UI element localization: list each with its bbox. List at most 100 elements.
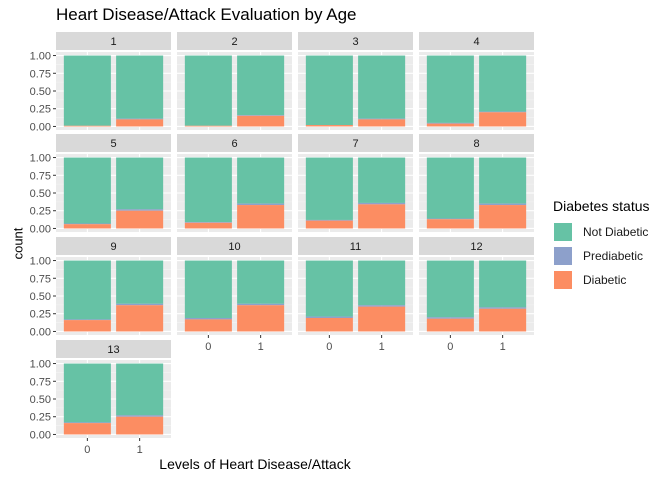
legend-label-prediabetic: Prediabetic	[583, 249, 644, 263]
legend-item-prediabetic: Prediabetic	[553, 244, 650, 268]
facet-strip	[56, 340, 171, 358]
y-tick-label: 1.00	[30, 153, 51, 165]
bar-not-diabetic	[63, 260, 111, 320]
bar-prediabetic	[184, 317, 232, 320]
facet-label: 7	[352, 138, 358, 150]
bar-diabetic	[426, 318, 474, 332]
bar-diabetic	[116, 416, 164, 435]
x-tick-label: 0	[84, 444, 90, 456]
facet-label: 13	[107, 344, 119, 356]
bar-diabetic	[184, 222, 232, 229]
facet-strip	[298, 32, 413, 50]
bar-prediabetic	[358, 305, 406, 307]
legend-key-not-diabetic	[553, 222, 573, 242]
bar-not-diabetic	[426, 55, 474, 123]
legend: Diabetes status Not Diabetic Prediabetic…	[553, 198, 650, 292]
x-tick-label: 0	[326, 341, 332, 353]
bar-not-diabetic	[426, 260, 474, 318]
bar-prediabetic	[63, 422, 111, 424]
facet-label: 5	[110, 138, 116, 150]
bar-diabetic	[63, 423, 111, 435]
bar-diabetic	[116, 210, 164, 229]
bar-not-diabetic	[358, 55, 406, 119]
facet-label: 1	[110, 36, 116, 48]
bar-not-diabetic	[479, 157, 527, 204]
bar-diabetic	[358, 119, 406, 127]
y-tick-label: 0.25	[30, 309, 51, 321]
y-tick-label: 0.00	[30, 429, 51, 441]
bar-prediabetic	[237, 303, 285, 306]
bar-not-diabetic	[479, 260, 527, 308]
x-tick-label: 1	[137, 444, 143, 456]
y-tick-label: 0.00	[30, 223, 51, 235]
bar-prediabetic	[479, 307, 527, 309]
bar-prediabetic	[116, 303, 164, 306]
facet-label: 3	[352, 36, 358, 48]
bar-not-diabetic	[116, 157, 164, 210]
bar-prediabetic	[184, 222, 232, 223]
facet-strip	[419, 32, 534, 50]
bar-not-diabetic	[184, 260, 232, 318]
bar-not-diabetic	[237, 55, 285, 116]
bar-not-diabetic	[184, 55, 232, 126]
bar-prediabetic	[479, 111, 527, 113]
bar-prediabetic	[237, 203, 285, 206]
facet-label: 10	[228, 241, 240, 253]
bar-not-diabetic	[63, 363, 111, 423]
facet-strip	[298, 134, 413, 152]
y-tick-label: 0.25	[30, 104, 51, 116]
legend-item-diabetic: Diabetic	[553, 268, 650, 292]
bar-not-diabetic	[305, 55, 353, 126]
bar-diabetic	[116, 305, 164, 332]
legend-key-prediabetic	[553, 246, 573, 266]
bar-diabetic	[358, 306, 406, 332]
bar-diabetic	[305, 317, 353, 332]
y-tick-label: 0.50	[30, 86, 51, 98]
facet-label: 8	[473, 138, 479, 150]
bar-diabetic	[184, 125, 232, 127]
bar-prediabetic	[358, 118, 406, 120]
bar-diabetic	[305, 125, 353, 127]
bar-diabetic	[426, 123, 474, 127]
bar-not-diabetic	[358, 157, 406, 203]
y-axis-label: count	[10, 227, 26, 260]
x-tick-label: 1	[379, 341, 385, 353]
bar-diabetic	[63, 224, 111, 229]
y-tick-label: 0.75	[30, 376, 51, 388]
bar-not-diabetic	[63, 157, 111, 224]
y-tick-label: 0.50	[30, 188, 51, 200]
y-tick-label: 0.75	[30, 68, 51, 80]
facet-strip	[56, 32, 171, 50]
facet-label: 2	[231, 36, 237, 48]
bar-diabetic	[426, 219, 474, 229]
chart-title: Heart Disease/Attack Evaluation by Age	[56, 5, 357, 24]
legend-key-diabetic	[553, 270, 573, 290]
y-tick-label: 0.00	[30, 121, 51, 133]
bar-prediabetic	[63, 319, 111, 321]
x-tick-label: 0	[447, 341, 453, 353]
y-tick-label: 0.75	[30, 170, 51, 182]
facet-strip	[177, 32, 292, 50]
bar-prediabetic	[305, 219, 353, 221]
bar-diabetic	[237, 115, 285, 127]
bar-not-diabetic	[116, 55, 164, 119]
bar-not-diabetic	[237, 157, 285, 204]
bar-diabetic	[479, 308, 527, 332]
bar-not-diabetic	[184, 157, 232, 223]
facet-label: 6	[231, 138, 237, 150]
bar-prediabetic	[479, 203, 527, 206]
y-tick-label: 0.50	[30, 394, 51, 406]
bar-diabetic	[479, 112, 527, 127]
y-tick-label: 0.75	[30, 273, 51, 285]
bar-not-diabetic	[116, 363, 164, 416]
y-tick-label: 0.25	[30, 412, 51, 424]
bar-prediabetic	[116, 209, 164, 211]
bar-not-diabetic	[358, 260, 406, 306]
y-tick-label: 1.00	[30, 256, 51, 268]
bar-diabetic	[305, 220, 353, 229]
bar-not-diabetic	[63, 55, 111, 126]
bar-not-diabetic	[116, 260, 164, 304]
y-tick-label: 0.00	[30, 326, 51, 338]
x-tick-label: 1	[500, 341, 506, 353]
